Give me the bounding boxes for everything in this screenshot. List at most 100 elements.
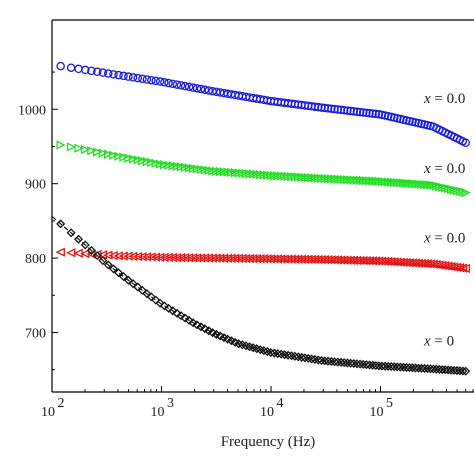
- series-3-point: [349, 359, 359, 369]
- series-1-point: [98, 148, 108, 158]
- series-3-point: [316, 355, 327, 365]
- series-3-point: [320, 356, 330, 366]
- series-1-point: [80, 144, 91, 155]
- series-0-point: [114, 70, 123, 80]
- series-0-point: [184, 82, 194, 92]
- series-2-point: [55, 247, 65, 257]
- series-0-point: [327, 104, 336, 113]
- series-1-point: [133, 155, 143, 165]
- series-3-point: [392, 362, 402, 372]
- series-1-point: [56, 140, 66, 150]
- series-0-point: [204, 86, 213, 95]
- series-3-point: [449, 365, 459, 375]
- series-3-point: [303, 353, 313, 363]
- series-0-point: [133, 73, 143, 83]
- series-3-point: [458, 366, 468, 376]
- series-3-point: [443, 365, 453, 375]
- x-tick-exponent: 5: [386, 396, 393, 411]
- series-3-point: [103, 260, 113, 270]
- series-0-point: [98, 68, 108, 77]
- series-label-2: x = 0.0: [423, 231, 465, 247]
- series-0-point: [355, 107, 365, 117]
- x-tick-label: 10: [260, 405, 274, 420]
- series-3-point: [401, 362, 411, 372]
- series-0: [56, 61, 470, 148]
- series-0-point: [371, 109, 381, 119]
- series-3-point: [365, 360, 375, 370]
- series-3-point: [310, 354, 320, 364]
- series-3-point: [389, 362, 399, 372]
- series-0-point: [168, 79, 178, 89]
- series-3-point: [326, 356, 336, 367]
- series-0-point: [180, 81, 190, 91]
- y-tick-label: 700: [25, 326, 46, 341]
- series-3-point: [184, 315, 194, 325]
- series-0-point: [359, 108, 368, 117]
- series-1-point: [138, 156, 148, 166]
- series-3-point: [371, 361, 381, 371]
- series-0-point: [346, 106, 355, 116]
- series-0-point: [142, 75, 152, 84]
- series-0-point: [160, 78, 169, 87]
- series-3-point: [180, 313, 190, 323]
- series-1-point: [87, 146, 97, 156]
- series-2-point: [108, 250, 118, 261]
- series-3-point: [108, 264, 118, 274]
- series-0-point: [196, 84, 206, 94]
- series-label-0: x = 0.0: [423, 91, 465, 107]
- series-3-point: [307, 354, 317, 364]
- x-tick-label: 10: [151, 405, 165, 420]
- series-label-3: x = 0: [423, 333, 454, 349]
- series-3-point: [434, 364, 444, 374]
- series-1-point: [128, 154, 139, 164]
- series-3-point: [168, 306, 178, 316]
- series-3-point: [358, 359, 368, 369]
- series-2-point: [123, 251, 133, 261]
- series-0-point: [374, 110, 384, 119]
- series-3-point: [422, 364, 433, 374]
- series-3-point: [114, 268, 124, 278]
- series-3-point: [333, 357, 343, 367]
- series-3-point: [446, 365, 456, 375]
- series-0-point: [119, 71, 128, 81]
- series-2-point: [457, 263, 468, 273]
- series-0-point: [104, 69, 113, 78]
- series-3-point: [200, 324, 210, 334]
- series-3-point: [377, 361, 387, 371]
- y-tick-label: 800: [25, 252, 46, 267]
- series-1-point: [147, 157, 157, 168]
- series-1-point: [66, 142, 77, 152]
- series-2-point: [146, 252, 156, 262]
- x-tick-exponent: 4: [277, 396, 284, 411]
- series-1-point: [443, 184, 454, 194]
- series-3-point: [386, 362, 396, 372]
- series-3-point: [361, 360, 371, 370]
- series-0-point: [365, 108, 374, 118]
- x-tick-exponent: 3: [167, 396, 174, 411]
- series-2-point: [460, 263, 470, 274]
- series-2-point: [155, 252, 165, 262]
- series-3-point: [176, 311, 186, 321]
- series-3-point: [374, 361, 384, 371]
- series-3-point: [398, 362, 408, 372]
- series-0-point: [138, 74, 147, 84]
- series-1-point: [449, 185, 460, 195]
- series-0-point: [352, 107, 362, 116]
- series-0-point: [349, 107, 359, 116]
- series-0-point: [124, 72, 133, 81]
- series-3-point: [368, 360, 378, 370]
- series-0-point: [87, 66, 96, 76]
- series-0-point: [192, 84, 202, 93]
- series-0-point: [128, 73, 138, 82]
- series-3-point: [204, 326, 214, 336]
- series-2: [55, 247, 470, 274]
- series-1-point: [114, 151, 124, 161]
- series-0-point: [362, 108, 371, 118]
- series-3-point: [383, 361, 393, 371]
- series-3-point: [420, 363, 430, 373]
- series-2-point: [113, 251, 123, 261]
- series-1: [56, 140, 471, 198]
- series-3-point: [425, 364, 436, 374]
- series-3: [56, 219, 471, 376]
